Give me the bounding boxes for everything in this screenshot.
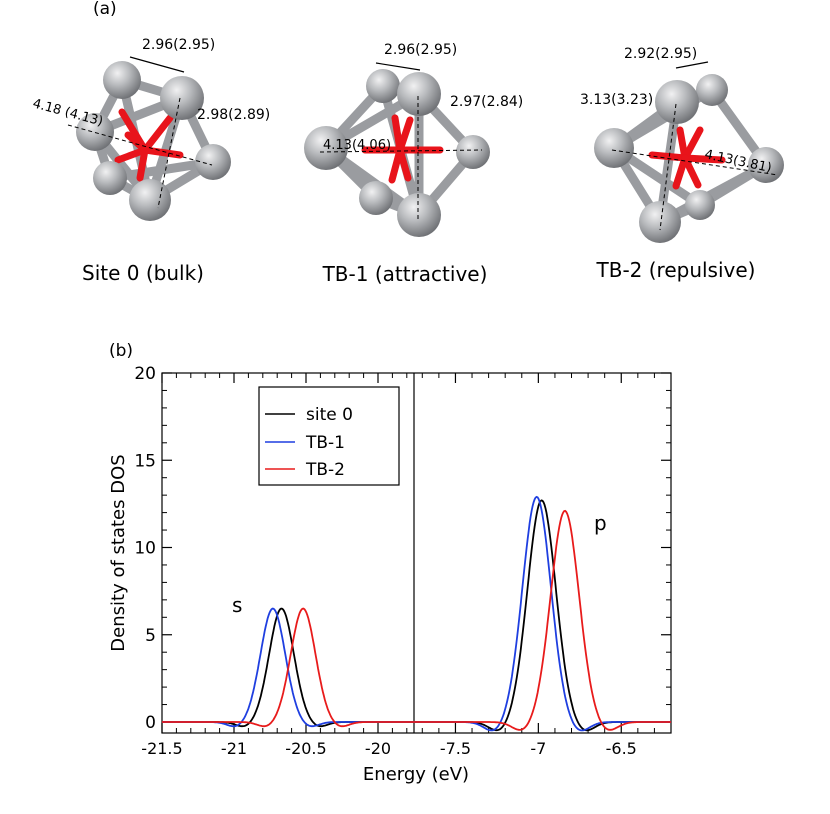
band-label-s: s bbox=[232, 593, 242, 617]
cluster-tb2-central-bonds bbox=[648, 126, 726, 190]
band-label-p: p bbox=[594, 511, 607, 535]
site0-bond-label-top: 2.96(2.95) bbox=[142, 37, 215, 53]
x-tick-labels: -21.5 -21 -20.5 -20 -7.5 -7 -6.5 bbox=[141, 739, 637, 758]
panel-a-label: (a) bbox=[93, 0, 117, 19]
cluster-site0: 2.96(2.95) 4.18 (4.13) 2.98(2.89) bbox=[31, 37, 270, 221]
legend-label-tb1: TB-1 bbox=[305, 433, 345, 453]
cluster-tb1: 2.96(2.95) 2.97(2.84) 4.13(4.06) bbox=[304, 42, 523, 237]
x-tick-label: -7.5 bbox=[440, 739, 471, 758]
site0-bond-label-left: 4.18 (4.13) bbox=[31, 96, 105, 129]
cluster-tb2-caption: TB-2 (repulsive) bbox=[596, 258, 756, 282]
y-tick-label: 5 bbox=[145, 626, 156, 646]
cluster-tb2: 2.92(2.95) 3.13(3.23) 4.13(3.81) bbox=[580, 46, 784, 243]
legend: site 0 TB-1 TB-2 bbox=[258, 386, 400, 486]
tick-marks bbox=[161, 372, 671, 733]
x-axis-label: Energy (eV) bbox=[363, 764, 469, 785]
y-tick-label: 10 bbox=[134, 539, 156, 559]
x-tick-label: -20 bbox=[365, 739, 391, 758]
cluster-tb1-caption: TB-1 (attractive) bbox=[322, 262, 488, 286]
x-tick-label: -21 bbox=[221, 739, 247, 758]
tb1-bond-label-top: 2.96(2.95) bbox=[384, 42, 457, 58]
x-tick-label: -21.5 bbox=[141, 739, 182, 758]
tb2-bond-label-left: 3.13(3.23) bbox=[580, 92, 653, 108]
y-axis-label: Density of states DOS bbox=[108, 454, 129, 651]
cluster-tb1-central-bonds bbox=[361, 114, 444, 184]
x-tick-label: -6.5 bbox=[606, 739, 637, 758]
curve-p-tb-2 bbox=[414, 509, 671, 731]
panel-b-label: (b) bbox=[109, 341, 133, 361]
y-tick-label: 0 bbox=[145, 713, 156, 733]
curve-p-site0 bbox=[414, 499, 671, 732]
tb1-bond-label-right: 2.97(2.84) bbox=[450, 94, 523, 110]
legend-label-site0: site 0 bbox=[306, 405, 353, 425]
y-tick-label: 15 bbox=[134, 451, 156, 471]
curves bbox=[162, 495, 671, 732]
curve-s-tb-2 bbox=[162, 607, 414, 728]
x-tick-label: -20.5 bbox=[285, 739, 326, 758]
x-tick-label: -7 bbox=[530, 739, 546, 758]
curve-p-tb-1 bbox=[414, 495, 671, 732]
cluster-site0-central-bonds bbox=[114, 108, 184, 182]
site0-bond-label-right: 2.98(2.89) bbox=[197, 107, 270, 123]
plot-frame bbox=[161, 372, 672, 734]
tb1-bond-label-center: 4.13(4.06) bbox=[323, 138, 391, 153]
tb2-bond-label-top: 2.92(2.95) bbox=[624, 46, 697, 62]
cluster-site0-caption: Site 0 (bulk) bbox=[82, 261, 204, 285]
legend-label-tb2: TB-2 bbox=[305, 460, 345, 480]
y-tick-labels: 0 5 10 15 20 bbox=[134, 364, 156, 733]
y-tick-label: 20 bbox=[134, 364, 156, 384]
